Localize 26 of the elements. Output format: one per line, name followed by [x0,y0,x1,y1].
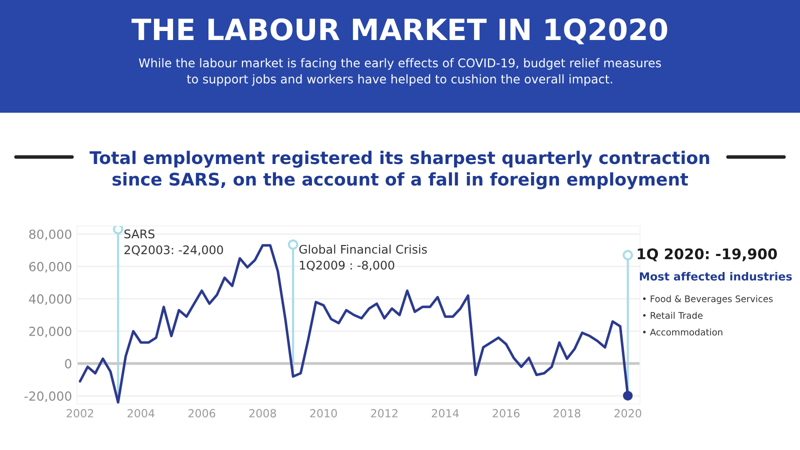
y-tick-label: 80,000 [29,230,72,240]
y-tick-label: -20,000 [24,391,72,402]
x-tick-label: 2012 [371,409,398,418]
text: • Accommodation [643,328,722,336]
annotation: 1Q 2020: -19,900 [638,248,777,262]
x-tick-label: 2018 [554,409,580,418]
chart-title: THE LABOUR MARKET IN 1Q2020 [132,18,668,44]
x-tick-label: 2014 [432,409,459,418]
chart-subtitle: While the labour market is facing the early effects of COVID-19, budget relief measures to support jobs and workers have helped to cushion the overall impact. [138,58,661,86]
y-tick-label: 0 [65,359,72,368]
y-tick-label: 60,000 [29,262,72,273]
text: • Food & Beverages Services [643,295,773,304]
text: Total employment registered its sharpest quarterly contraction since SARS, on the account of a fall in foreign employment [90,150,710,190]
annotation: Global Financial Crisis 1Q2009 : -8,000 [299,244,427,272]
y-tick-label: 20,000 [29,326,72,338]
y-tick-label: 40,000 [29,294,72,306]
x-tick-label: 2020 [614,409,642,418]
text: • Retail Trade [643,312,703,319]
x-tick-label: 2010 [310,409,337,418]
annotation: Most affected industries [640,272,792,281]
annotation: SARS 2Q2003: -24,000 [124,229,223,256]
x-tick-label: 2008 [249,409,276,418]
x-tick-label: 2002 [66,409,94,418]
x-tick-label: 2006 [188,409,216,418]
x-tick-label: 2016 [492,409,520,418]
x-tick-label: 2004 [128,409,154,418]
